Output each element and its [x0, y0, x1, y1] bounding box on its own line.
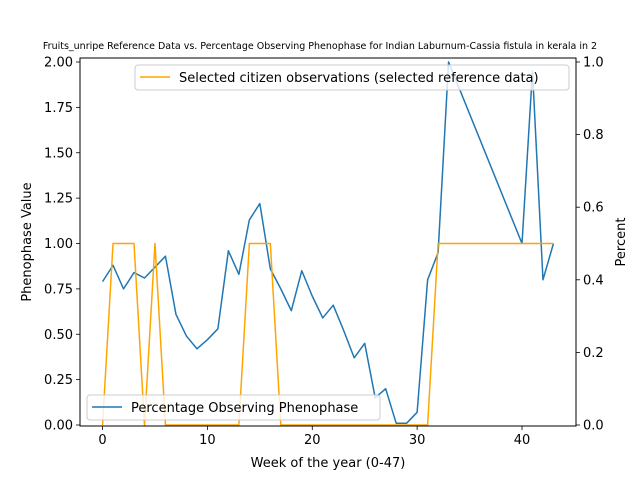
- x-tick-label: 10: [199, 433, 216, 448]
- right-y-tick-label: 0.6: [583, 201, 604, 216]
- series-line-0: [101, 61, 555, 424]
- left-y-tick-label: 0.25: [44, 373, 73, 388]
- left-y-tick-label: 0.75: [44, 282, 73, 297]
- x-tick-label: 30: [409, 433, 426, 448]
- x-tick-label: 0: [98, 433, 106, 448]
- left-y-tick-label: 0.50: [44, 328, 73, 343]
- right-y-tick-label: 0.8: [583, 128, 604, 143]
- right-y-tick-label: 0.0: [583, 419, 604, 434]
- left-y-axis-ticks: 0.00 0.25 0.50 0.75 1.00 1.25 1.50 1.75 2.00: [44, 56, 80, 434]
- right-y-tick-label: 0.4: [583, 273, 604, 288]
- legend-upper-box: [134, 64, 570, 91]
- right-y-tick-label: 1.0: [583, 56, 604, 71]
- left-y-tick-label: 1.75: [44, 101, 73, 116]
- x-axis-label: Week of the year (0-47): [251, 456, 406, 471]
- chart-title: Fruits_unripe Reference Data vs. Percent…: [43, 41, 597, 52]
- left-y-tick-label: 0.00: [44, 419, 73, 434]
- legend-lower-box: [86, 394, 381, 421]
- left-y-tick-label: 2.00: [44, 56, 73, 71]
- legend-upper-label: Selected citizen observations (selected …: [179, 71, 539, 86]
- left-y-tick-label: 1.00: [44, 237, 73, 252]
- right-y-axis-ticks: 0.0 0.2 0.4 0.6 0.8 1.0: [576, 56, 604, 434]
- series-layer: [101, 61, 555, 426]
- right-y-tick-label: 0.2: [583, 346, 604, 361]
- left-y-tick-label: 1.50: [44, 146, 73, 161]
- plot-frame: [79, 57, 577, 427]
- series-line-1: [101, 242, 554, 426]
- left-y-axis-label: Phenophase Value: [20, 182, 35, 301]
- x-tick-label: 20: [304, 433, 321, 448]
- legend-lower: Percentage Observing Phenophase: [86, 394, 381, 421]
- x-tick-label: 40: [514, 433, 531, 448]
- left-y-tick-label: 1.25: [44, 192, 73, 207]
- legend-upper: Selected citizen observations (selected …: [134, 64, 570, 91]
- legend-lower-label: Percentage Observing Phenophase: [131, 401, 358, 416]
- x-axis-ticks: 0 10 20 30 40: [98, 426, 530, 448]
- right-y-axis-label: Percent: [614, 218, 629, 267]
